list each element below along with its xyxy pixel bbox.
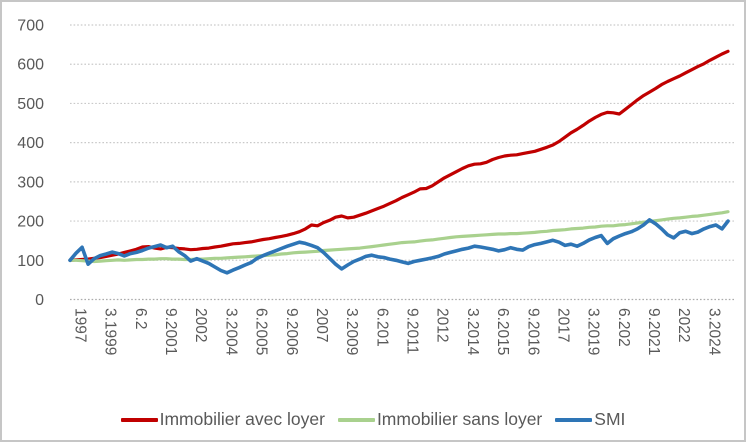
chart-legend: Immobilier avec loyer Immobilier sans lo… — [2, 409, 744, 430]
x-tick-label: 3.2014 — [464, 308, 481, 356]
y-tick-label: 300 — [17, 174, 44, 191]
x-tick-label: 2022 — [675, 308, 692, 342]
x-tick-label: 9.2016 — [524, 308, 541, 355]
x-tick-label: 3.2004 — [222, 308, 239, 356]
x-tick-label: 2002 — [192, 308, 209, 342]
legend-item-smi: SMI — [555, 409, 625, 430]
legend-swatch-red — [120, 417, 158, 422]
legend-item-immobilier-avec-loyer: Immobilier avec loyer — [120, 409, 325, 430]
y-tick-label: 600 — [17, 57, 44, 74]
x-tick-label: 6.2005 — [253, 308, 270, 355]
x-tick-label: 9.2021 — [645, 308, 662, 355]
x-tick-label: 2012 — [434, 308, 451, 342]
legend-label: SMI — [594, 409, 626, 429]
x-tick-label: 1997 — [72, 308, 89, 342]
legend-swatch-green — [337, 417, 375, 422]
series-line-immobilier-sans-loyer — [68, 210, 730, 264]
legend-swatch-blue — [555, 417, 593, 422]
x-tick-label: 6.2 — [132, 308, 149, 330]
y-tick-label: 100 — [17, 253, 44, 270]
series-line-smi — [68, 218, 730, 275]
x-tick-label: 2017 — [554, 308, 571, 342]
x-tick-label: 9.2006 — [283, 308, 300, 355]
x-tick-label: 3.1999 — [102, 308, 119, 355]
y-tick-label: 700 — [17, 18, 44, 35]
x-tick-label: 3.2024 — [705, 308, 722, 356]
y-tick-label: 400 — [17, 135, 44, 152]
x-tick-label: 9.2011 — [404, 308, 421, 354]
series-line-immobilier-avec-loyer — [68, 49, 730, 262]
plot-area: 0 100 200 300 400 500 600 700 1997 3.1999 6.2 9.200… — [17, 18, 734, 356]
y-tick-label: 200 — [17, 214, 44, 231]
x-tick-label: 6.202 — [615, 308, 632, 347]
x-tick-label: 2007 — [313, 308, 330, 342]
x-tick-label: 3.2009 — [343, 308, 360, 355]
x-tick-label: 9.2001 — [162, 308, 179, 355]
legend-label: Immobilier sans loyer — [376, 409, 543, 429]
y-tick-label: 0 — [35, 292, 44, 309]
x-tick-label: 6.201 — [373, 308, 390, 347]
legend-label: Immobilier avec loyer — [159, 409, 325, 429]
x-tick-label: 6.2015 — [494, 308, 511, 355]
x-tick-label: 3.2019 — [585, 308, 602, 355]
legend-item-immobilier-sans-loyer: Immobilier sans loyer — [337, 409, 543, 430]
y-tick-label: 500 — [17, 96, 44, 113]
